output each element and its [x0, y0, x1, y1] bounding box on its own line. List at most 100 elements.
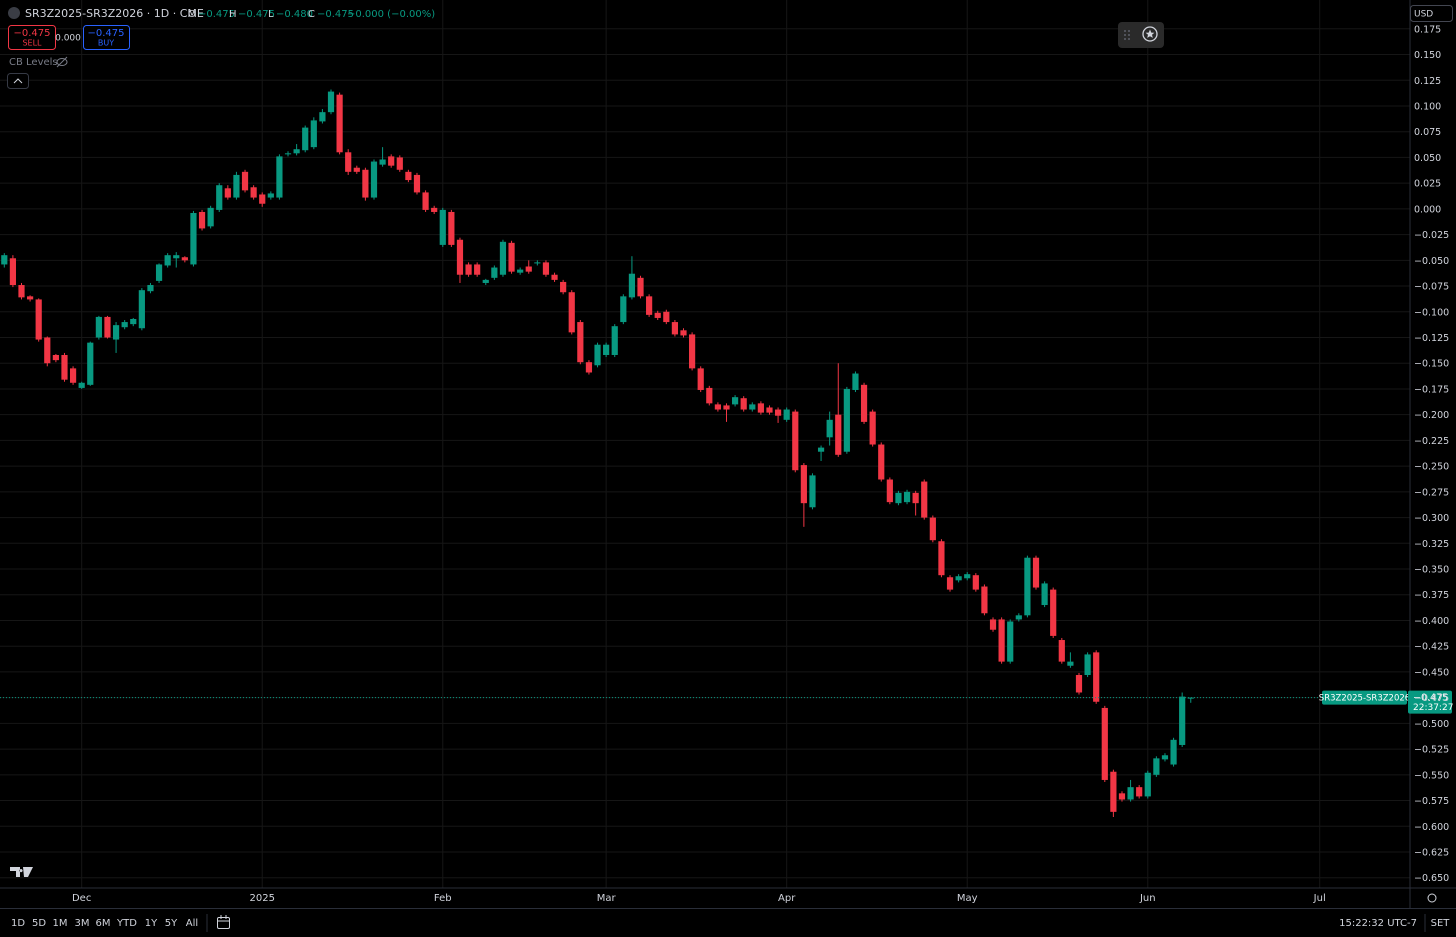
calendar-icon[interactable]: [217, 915, 230, 929]
candle-body: [112, 325, 120, 340]
candle-body: [362, 169, 369, 198]
timeframe-button[interactable]: 6M: [96, 918, 111, 929]
legend-value: −0.480: [276, 9, 313, 20]
candle-body: [121, 322, 128, 328]
candle-body: [749, 404, 756, 410]
candle-body: [1084, 654, 1091, 676]
legend-value: −0.475: [317, 9, 354, 20]
y-tick-label: −0.525: [1414, 745, 1449, 756]
y-tick-label: −0.300: [1414, 513, 1449, 524]
y-tick-label: 0.075: [1414, 127, 1441, 138]
symbol-icon[interactable]: [8, 7, 20, 19]
timeframe-button[interactable]: 3M: [75, 918, 90, 929]
star-icon[interactable]: [1142, 26, 1158, 42]
candle-body: [405, 171, 412, 181]
candle-body: [465, 264, 472, 275]
candle-body: [18, 285, 25, 298]
y-tick-label: −0.475: [1414, 693, 1449, 704]
y-tick-label: −0.625: [1414, 847, 1449, 858]
candle-body: [1058, 640, 1065, 662]
candle-body: [800, 465, 807, 504]
candle-body: [757, 403, 764, 413]
y-tick-label: 0.025: [1414, 179, 1441, 190]
candle-body: [190, 212, 197, 265]
candle-body: [895, 492, 902, 504]
legend-key: H: [229, 9, 237, 20]
candle-body: [379, 159, 386, 165]
candle-body: [95, 316, 102, 338]
timeframe-button[interactable]: 1D: [11, 918, 25, 929]
candle-body: [955, 576, 962, 581]
timeframe-button[interactable]: All: [186, 918, 198, 929]
candle-body: [903, 491, 911, 503]
candle-body: [946, 577, 954, 590]
candle-body: [198, 211, 206, 229]
session[interactable]: SET: [1431, 918, 1451, 929]
candle-body: [628, 273, 636, 298]
candle-body: [714, 404, 721, 410]
candle-body: [87, 342, 94, 385]
candle-body: [981, 586, 988, 614]
candle-body: [731, 397, 739, 405]
candle-body: [284, 153, 292, 155]
candle-body: [646, 296, 653, 315]
candle-body: [1007, 621, 1014, 662]
currency-box[interactable]: [1410, 5, 1453, 22]
timeframe-button[interactable]: 5D: [32, 918, 46, 929]
x-tick-label: 2025: [249, 893, 274, 904]
candle-body: [852, 373, 859, 390]
symbol-title[interactable]: SR3Z2025-SR3Z2026 · 1D · CME: [25, 7, 204, 20]
collapse-button[interactable]: [7, 73, 29, 89]
candle-body: [69, 368, 77, 383]
sell-button[interactable]: [8, 25, 56, 50]
timeframe-button[interactable]: 5Y: [165, 918, 178, 929]
candle-body: [508, 242, 515, 272]
candle-body: [921, 481, 928, 518]
candle-body: [938, 541, 945, 576]
logo[interactable]: [10, 867, 33, 877]
candle-body: [869, 411, 876, 445]
y-tick-label: −0.075: [1414, 282, 1449, 293]
candle-body: [774, 409, 782, 416]
y-tick-label: −0.550: [1414, 770, 1449, 781]
candle-body: [886, 479, 893, 503]
timeframe-button[interactable]: 1M: [53, 918, 68, 929]
y-tick-label: −0.125: [1414, 333, 1449, 344]
currency: USD: [1414, 10, 1433, 20]
floating-widget[interactable]: [1118, 22, 1164, 48]
candle-body: [1032, 557, 1040, 588]
last-price: −0.475: [1413, 693, 1448, 704]
candle-body: [439, 209, 446, 245]
candle-body: [517, 269, 524, 273]
y-tick-label: −0.600: [1414, 822, 1449, 833]
candle-body: [155, 264, 163, 281]
candle-body: [1041, 583, 1048, 606]
candle-body: [654, 312, 661, 318]
candle-body: [964, 574, 971, 579]
timeframe-button[interactable]: 1Y: [145, 918, 158, 929]
timeframe-button[interactable]: YTD: [116, 918, 137, 929]
candle-body: [9, 258, 16, 286]
y-tick-label: 0.125: [1414, 76, 1441, 87]
candle-body: [826, 419, 833, 438]
sell-price: −0.475: [13, 28, 50, 39]
axis-settings[interactable]: [1427, 893, 1437, 903]
candle-body: [1170, 739, 1177, 765]
candle-body: [680, 330, 687, 336]
buy-button[interactable]: [83, 25, 130, 50]
candle-body: [1144, 772, 1151, 797]
clock[interactable]: 15:22:32 UTC-7: [1339, 918, 1417, 929]
y-tick-label: −0.350: [1414, 565, 1449, 576]
candle-body: [474, 264, 481, 275]
indicator-name[interactable]: CB Levels: [9, 57, 58, 68]
candle-body: [173, 255, 180, 259]
legend-change: −0.000 (−0.00%): [347, 9, 435, 20]
candle-body: [989, 619, 997, 630]
candle-body: [1110, 771, 1117, 812]
legend-key: L: [268, 9, 274, 20]
hide-icon[interactable]: [56, 56, 68, 68]
candle-body: [1118, 793, 1126, 800]
candle-body: [26, 296, 34, 300]
candle-body: [817, 447, 825, 452]
